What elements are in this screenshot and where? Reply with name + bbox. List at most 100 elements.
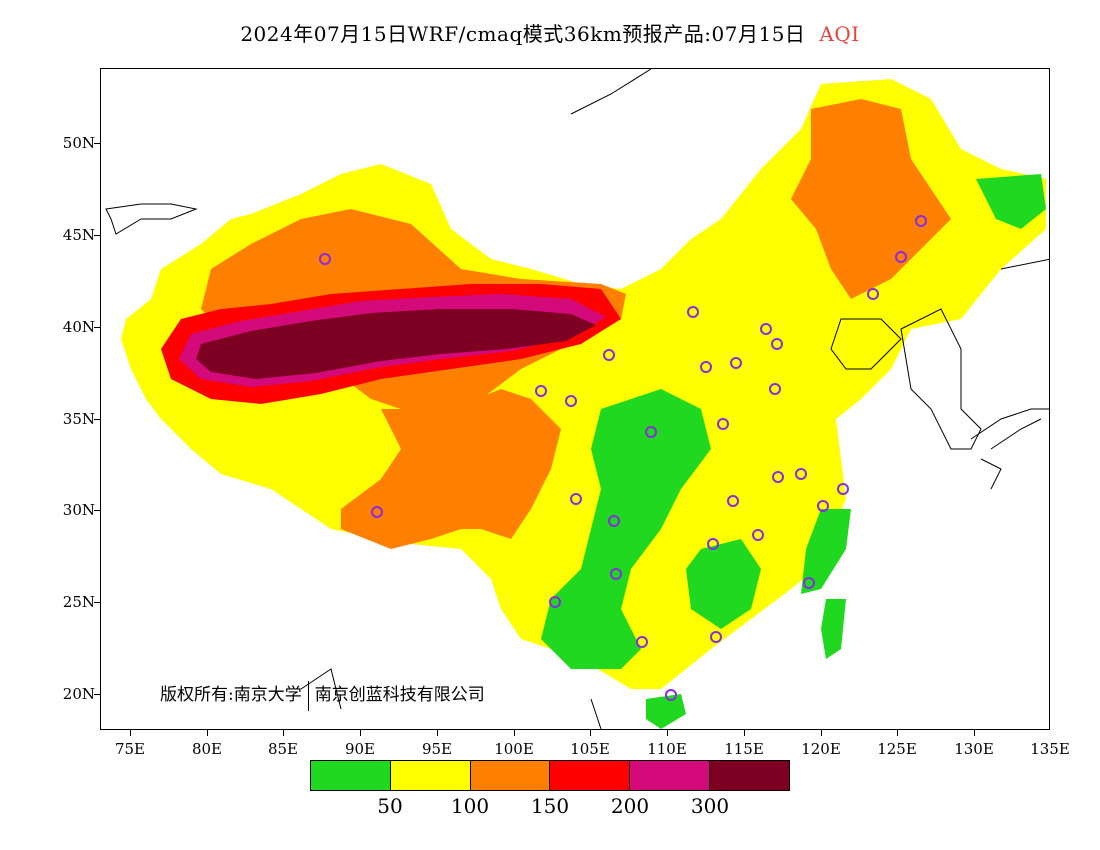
station-marker bbox=[717, 418, 729, 430]
lat-label: 50N bbox=[62, 134, 95, 152]
legend-swatch bbox=[630, 761, 711, 790]
lat-label: 35N bbox=[62, 410, 95, 428]
station-marker bbox=[700, 361, 712, 373]
lat-tick bbox=[94, 510, 100, 511]
legend-swatch bbox=[550, 761, 631, 790]
station-marker bbox=[665, 689, 677, 701]
coastlines bbox=[105, 69, 1049, 729]
station-marker bbox=[769, 383, 781, 395]
lat-tick bbox=[94, 694, 100, 695]
legend-swatch bbox=[390, 761, 471, 790]
lon-label: 85E bbox=[267, 740, 299, 758]
station-marker bbox=[636, 636, 648, 648]
lon-label: 130E bbox=[954, 740, 994, 758]
station-marker bbox=[603, 349, 615, 361]
lon-label: 105E bbox=[570, 740, 610, 758]
lon-tick bbox=[283, 730, 284, 736]
title-text: 2024年07月15日WRF/cmaq模式36km预报产品:07月15日 bbox=[240, 22, 806, 46]
station-marker bbox=[867, 288, 879, 300]
legend-swatch bbox=[470, 761, 551, 790]
lon-tick bbox=[207, 730, 208, 736]
station-marker bbox=[549, 596, 561, 608]
lon-tick bbox=[360, 730, 361, 736]
aqi-legend bbox=[310, 760, 790, 791]
region-usg-tibet bbox=[341, 389, 561, 549]
station-marker bbox=[795, 468, 807, 480]
coast-japan-north bbox=[1000, 258, 1049, 270]
lon-label: 80E bbox=[191, 740, 223, 758]
lat-tick bbox=[94, 235, 100, 236]
lat-tick bbox=[94, 602, 100, 603]
station-marker bbox=[687, 306, 699, 318]
lon-tick bbox=[974, 730, 975, 736]
station-marker bbox=[727, 495, 739, 507]
station-marker bbox=[371, 506, 383, 518]
coast-bohai bbox=[830, 318, 902, 370]
lat-label: 25N bbox=[62, 593, 95, 611]
lon-label: 110E bbox=[647, 740, 687, 758]
lon-label: 95E bbox=[421, 740, 453, 758]
station-marker bbox=[760, 323, 772, 335]
legend-swatch bbox=[311, 761, 391, 790]
station-marker bbox=[645, 426, 657, 438]
lon-tick bbox=[130, 730, 131, 736]
lon-label: 90E bbox=[344, 740, 376, 758]
legend-value: 200 bbox=[610, 794, 650, 818]
aqi-map bbox=[105, 69, 1049, 729]
lat-tick bbox=[94, 143, 100, 144]
lat-label: 40N bbox=[62, 318, 95, 336]
lon-tick bbox=[437, 730, 438, 736]
lon-tick bbox=[667, 730, 668, 736]
coast-korea bbox=[900, 308, 982, 450]
station-marker bbox=[803, 577, 815, 589]
coast-caspian bbox=[105, 203, 198, 235]
lon-tick bbox=[821, 730, 822, 736]
station-marker bbox=[565, 395, 577, 407]
station-marker bbox=[730, 357, 742, 369]
lon-tick bbox=[590, 730, 591, 736]
copyright-part1: 版权所有:南京大学 bbox=[160, 685, 302, 705]
region-hazardous bbox=[196, 309, 596, 379]
lon-tick bbox=[897, 730, 898, 736]
station-marker bbox=[535, 385, 547, 397]
lon-label: 115E bbox=[724, 740, 764, 758]
coast-baikal bbox=[570, 69, 652, 115]
map-frame bbox=[100, 68, 1050, 730]
station-marker bbox=[915, 215, 927, 227]
station-marker bbox=[570, 493, 582, 505]
lon-tick bbox=[514, 730, 515, 736]
legend-value: 300 bbox=[690, 794, 730, 818]
station-marker bbox=[895, 251, 907, 263]
region-good-taiwan bbox=[821, 599, 846, 659]
station-marker bbox=[319, 253, 331, 265]
region-usg-northeast bbox=[791, 99, 951, 299]
region-good-fujian bbox=[801, 509, 851, 594]
lon-label: 135E bbox=[1030, 740, 1070, 758]
lat-tick bbox=[94, 327, 100, 328]
legend-value: 100 bbox=[450, 794, 490, 818]
lat-label: 45N bbox=[62, 226, 95, 244]
coast-japan bbox=[970, 408, 1049, 490]
lon-tick bbox=[744, 730, 745, 736]
copyright-divider bbox=[307, 680, 309, 711]
station-markers bbox=[319, 215, 927, 701]
lon-label: 100E bbox=[494, 740, 534, 758]
station-marker bbox=[837, 483, 849, 495]
coast-southern bbox=[300, 668, 602, 729]
station-marker bbox=[610, 568, 622, 580]
lon-label: 120E bbox=[801, 740, 841, 758]
variable-label: AQI bbox=[819, 22, 860, 46]
station-marker bbox=[707, 538, 719, 550]
region-good-south bbox=[686, 539, 761, 629]
region-good-central bbox=[541, 389, 711, 669]
station-marker bbox=[710, 631, 722, 643]
lon-label: 75E bbox=[114, 740, 146, 758]
region-good-northeast bbox=[976, 174, 1046, 229]
station-marker bbox=[817, 500, 829, 512]
copyright-part2: 南京创蓝科技有限公司 bbox=[314, 685, 485, 705]
legend-value: 50 bbox=[377, 794, 403, 818]
lat-label: 20N bbox=[62, 685, 95, 703]
legend-swatch bbox=[710, 761, 789, 790]
copyright-text: 版权所有:南京大学 南京创蓝科技有限公司 bbox=[160, 680, 485, 711]
lat-label: 30N bbox=[62, 501, 95, 519]
